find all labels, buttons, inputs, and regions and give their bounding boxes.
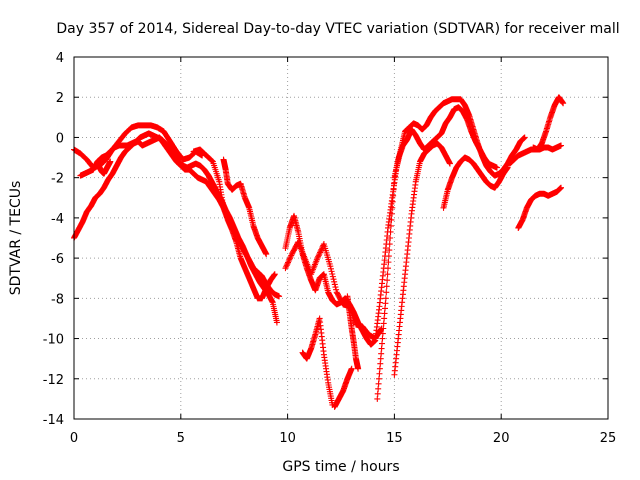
y-tick-label: -6 (51, 252, 64, 267)
chart-title: Day 357 of 2014, Sidereal Day-to-day VTE… (56, 21, 619, 37)
data-series-arc-7 (282, 239, 385, 342)
y-tick-label: -2 (51, 172, 64, 187)
x-tick-label: 0 (70, 431, 78, 446)
data-series-arc-4 (190, 146, 278, 302)
data-series-arc-1 (71, 122, 206, 171)
y-tick-label: 2 (56, 91, 64, 106)
data-series-arc-16 (515, 184, 565, 231)
grid (74, 57, 608, 419)
data-series-arc-15 (530, 94, 567, 153)
y-tick-label: -8 (51, 292, 64, 307)
data-series-arc-5 (220, 156, 270, 258)
x-tick-label: 25 (600, 431, 617, 446)
x-tick-label: 15 (386, 431, 403, 446)
data-series-arc-8 (299, 315, 336, 408)
x-tick-label: 20 (493, 431, 510, 446)
data-series-arc-6 (282, 96, 528, 348)
data-series-arc-9 (331, 365, 355, 410)
y-tick-label: -10 (43, 333, 64, 348)
y-tick-label: -14 (43, 413, 64, 428)
x-tick-label: 5 (177, 431, 185, 446)
data-series-arc-11 (374, 104, 500, 402)
y-tick-label: 0 (56, 131, 64, 146)
x-axis-label: GPS time / hours (282, 459, 399, 475)
y-tick-label: -4 (51, 212, 64, 227)
data-series-arc-12 (391, 140, 453, 378)
plot-frame (73, 56, 609, 420)
data-series-arc-17 (94, 158, 114, 177)
y-axis-label: SDTVAR / TECUs (8, 181, 24, 296)
y-tick-label: 4 (56, 51, 64, 66)
data-points (71, 94, 567, 410)
data-series-arc-10 (344, 293, 362, 372)
axis-ticks: 0 5 10 15 20 25 -14 -12 -10 -8 -6 -4 -2 0 2 4 (43, 51, 617, 446)
y-tick-label: -12 (43, 373, 64, 388)
x-tick-label: 10 (279, 431, 296, 446)
data-series-arc-13 (440, 154, 511, 211)
